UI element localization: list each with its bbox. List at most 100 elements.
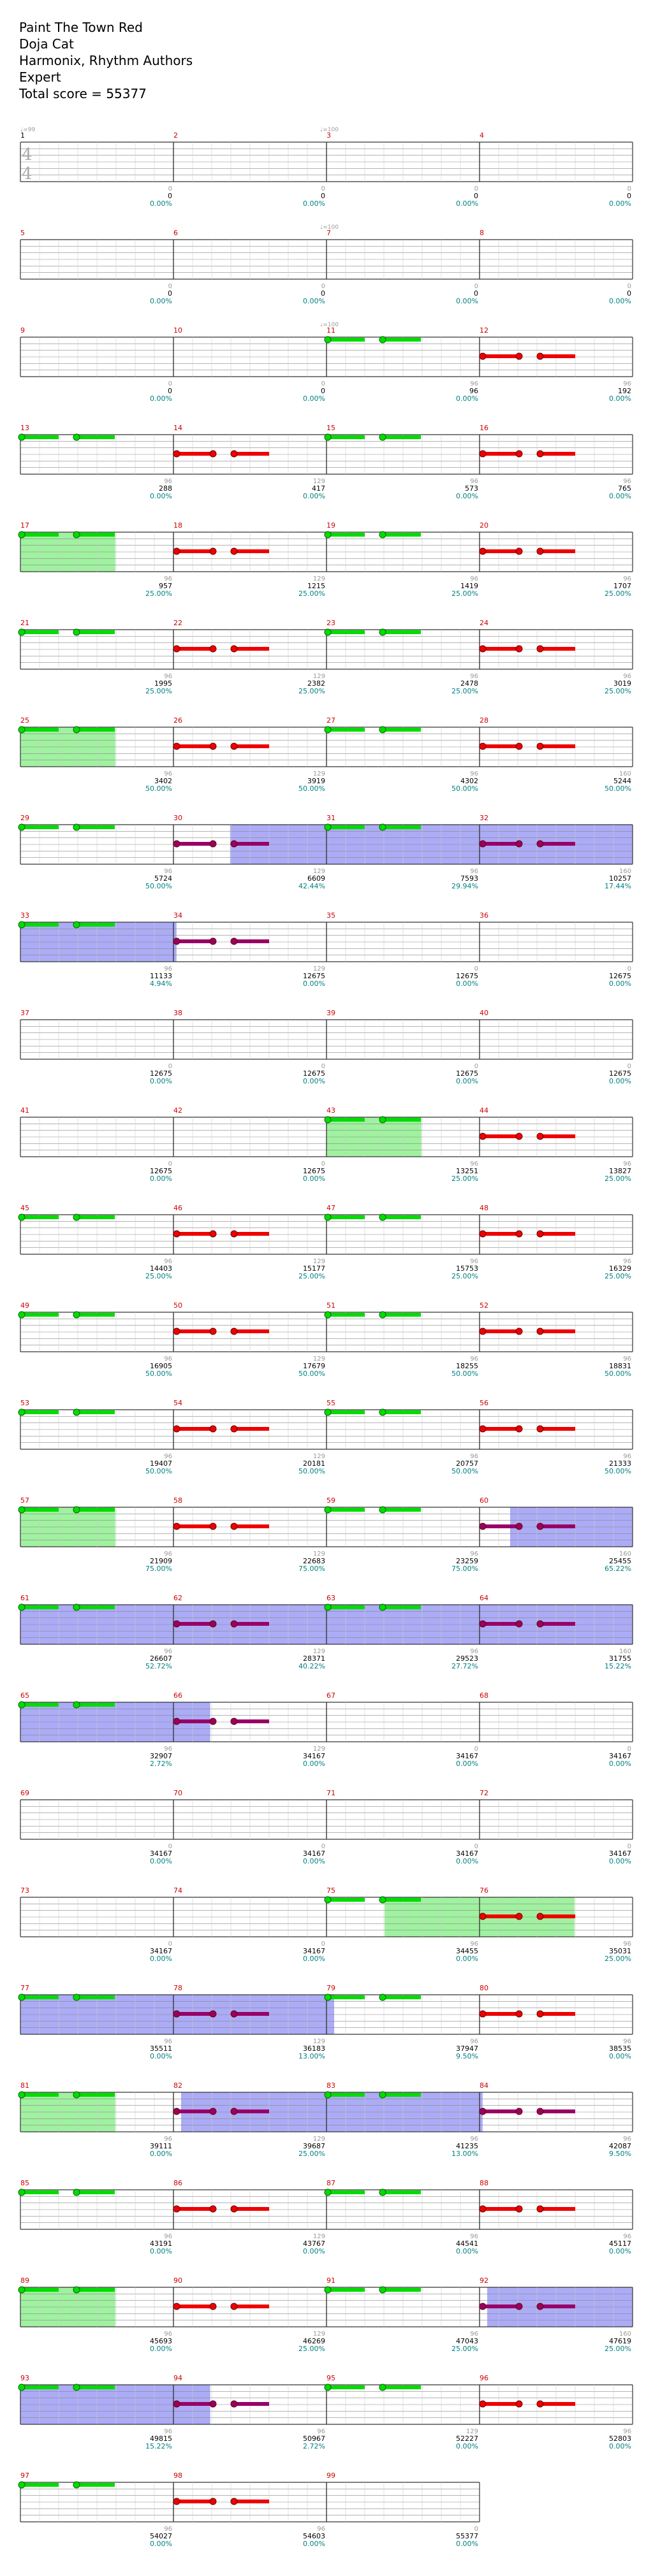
kick-note <box>379 2286 386 2294</box>
measure-percent: 50.00% <box>605 1370 631 1378</box>
tempo-marking: ♩=100 <box>320 127 339 133</box>
measure-number: 93 <box>20 2374 29 2382</box>
measure-percent: 0.00% <box>456 1760 478 1768</box>
measure-number: 37 <box>20 1009 29 1017</box>
kick-note <box>73 1994 80 2001</box>
song-title: Paint The Town Red <box>19 20 143 35</box>
measure-score: 47619 <box>609 2337 631 2345</box>
measure-percent: 40.22% <box>298 1662 325 1670</box>
kick-note <box>379 1213 386 1221</box>
snare-note <box>515 352 523 360</box>
measure-note-count: 0 <box>321 185 325 192</box>
measure-score: 23259 <box>456 1557 478 1565</box>
measure-note-count: 96 <box>623 1453 631 1460</box>
measure-percent: 0.00% <box>303 1857 325 1865</box>
measure-note-count: 96 <box>164 966 172 973</box>
snare-note <box>536 450 544 458</box>
snare-note <box>173 2205 180 2213</box>
snare-note <box>515 450 523 458</box>
measure-note-count: 96 <box>623 575 631 582</box>
kick-note <box>324 2091 332 2099</box>
measure-percent: 0.00% <box>609 2052 631 2060</box>
measure-number: 30 <box>173 814 182 822</box>
measure-score: 46269 <box>303 2337 325 2345</box>
kick-note <box>73 2481 80 2489</box>
measure-note-count: 0 <box>627 1843 631 1850</box>
measure-percent: 15.22% <box>605 1662 631 1670</box>
measure-percent: 0.00% <box>609 199 631 208</box>
snare-note <box>230 2205 238 2213</box>
measure-note-count: 0 <box>474 1063 478 1070</box>
measure-number: 57 <box>20 1496 29 1505</box>
measure-percent: 0.00% <box>150 1077 172 1085</box>
measure-number: 82 <box>173 2081 182 2090</box>
measure-score: 54027 <box>150 2532 172 2540</box>
measure-percent: 13.00% <box>298 2052 325 2060</box>
time-signature-numerator: 4 <box>22 145 33 164</box>
snare-note <box>209 937 217 945</box>
measure-number: 25 <box>20 716 29 725</box>
measure-number: 12 <box>480 326 488 335</box>
measure-note-count: 96 <box>470 2233 478 2240</box>
measure-score: 14403 <box>150 1264 172 1273</box>
measure-number: 69 <box>20 1789 29 1797</box>
measure-note-count: 0 <box>168 1941 172 1948</box>
snare-note <box>173 1718 180 1725</box>
measure-percent: 0.00% <box>303 492 325 500</box>
measure-score: 45693 <box>150 2337 172 2345</box>
measure-percent: 25.00% <box>605 2345 631 2353</box>
snare-note <box>173 2303 180 2310</box>
snare-note <box>209 2205 217 2213</box>
kick-note <box>379 1116 386 1124</box>
measure-number: 99 <box>326 2471 335 2480</box>
measure-number: 28 <box>480 716 488 725</box>
measure-percent: 0.00% <box>303 2540 325 2548</box>
measure-note-count: 129 <box>313 1258 325 1265</box>
measure-percent: 50.00% <box>298 785 325 793</box>
measure-number: 31 <box>326 814 335 822</box>
measure-percent: 50.00% <box>451 1370 478 1378</box>
snare-note <box>479 1425 487 1433</box>
measure-score: 5244 <box>613 777 631 785</box>
measure-score: 96 <box>469 387 478 395</box>
measure-score: 957 <box>159 582 172 590</box>
measure-number: 35 <box>326 911 335 920</box>
snare-note <box>209 2498 217 2505</box>
measure-note-count: 96 <box>623 1941 631 1948</box>
measure-number: 72 <box>480 1789 488 1797</box>
measure-percent: 0.00% <box>303 394 325 403</box>
measure-number: 1 <box>20 131 25 140</box>
measure-score: 34167 <box>609 1752 631 1760</box>
measure-note-count: 96 <box>164 2136 172 2143</box>
snare-note <box>209 450 217 458</box>
snare-note <box>173 547 180 555</box>
measure-note-count: 96 <box>623 2233 631 2240</box>
measure-note-count: 96 <box>164 478 172 485</box>
measure-percent: 25.00% <box>145 1272 172 1280</box>
measure-note-count: 96 <box>470 1161 478 1168</box>
kick-note <box>324 1311 332 1319</box>
snare-note <box>209 2303 217 2310</box>
measure-number: 70 <box>173 1789 182 1797</box>
kick-note <box>73 726 80 734</box>
measure-note-count: 129 <box>313 966 325 973</box>
snare-note <box>515 2205 523 2213</box>
measure-number: 38 <box>173 1009 182 1017</box>
measure-number: 19 <box>326 521 335 530</box>
measure-score: 4302 <box>460 777 478 785</box>
snare-note <box>479 1230 487 1238</box>
measure-percent: 0.00% <box>609 1760 631 1768</box>
measure-score: 417 <box>312 484 325 493</box>
measure-note-count: 0 <box>168 185 172 192</box>
measure-score: 0 <box>168 192 172 200</box>
snare-note <box>479 1620 487 1628</box>
measure-number: 90 <box>173 2276 182 2285</box>
measure-score: 12675 <box>150 1167 172 1175</box>
snare-note <box>515 2400 523 2408</box>
kick-note <box>324 628 332 636</box>
measure-percent: 0.00% <box>609 2247 631 2255</box>
measure-note-count: 96 <box>470 1551 478 1558</box>
measure-percent: 25.00% <box>145 687 172 695</box>
measure-note-count: 0 <box>627 283 631 290</box>
measure-note-count: 0 <box>168 1843 172 1850</box>
